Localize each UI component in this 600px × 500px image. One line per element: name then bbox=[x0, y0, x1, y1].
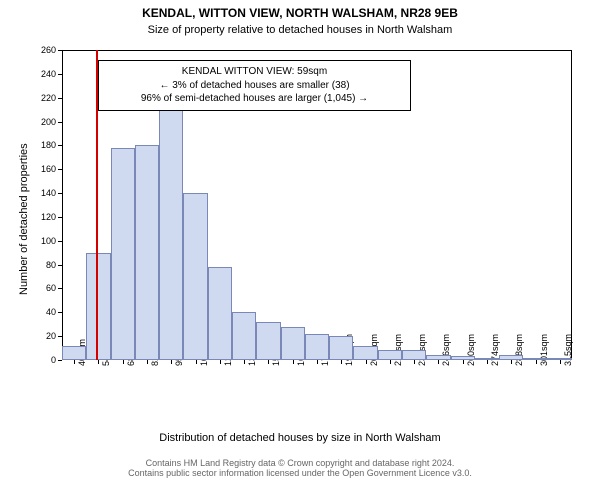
y-tick-mark bbox=[58, 241, 62, 242]
x-tick-mark bbox=[536, 360, 537, 364]
x-tick-mark bbox=[341, 360, 342, 364]
y-tick-label: 0 bbox=[51, 355, 56, 365]
y-tick-mark bbox=[58, 312, 62, 313]
y-tick-label: 100 bbox=[41, 236, 56, 246]
annotation-line1: KENDAL WITTON VIEW: 59sqm bbox=[107, 65, 402, 79]
x-tick-mark bbox=[196, 360, 197, 364]
y-tick-mark bbox=[58, 98, 62, 99]
y-tick-mark bbox=[58, 265, 62, 266]
y-tick-mark bbox=[58, 360, 62, 361]
x-tick-mark bbox=[220, 360, 221, 364]
histogram-bar bbox=[378, 350, 402, 360]
histogram-bar bbox=[281, 327, 305, 360]
chart-container: KENDAL, WITTON VIEW, NORTH WALSHAM, NR28… bbox=[0, 0, 600, 500]
y-tick-label: 40 bbox=[46, 307, 56, 317]
y-tick-label: 140 bbox=[41, 188, 56, 198]
y-tick-mark bbox=[58, 217, 62, 218]
y-tick-mark bbox=[58, 122, 62, 123]
histogram-bar bbox=[256, 322, 280, 360]
x-tick-mark bbox=[147, 360, 148, 364]
x-tick-mark bbox=[293, 360, 294, 364]
histogram-bar bbox=[159, 110, 183, 360]
y-tick-label: 80 bbox=[46, 260, 56, 270]
histogram-bar bbox=[86, 253, 110, 360]
histogram-bar bbox=[475, 358, 499, 360]
x-axis-label: Distribution of detached houses by size … bbox=[0, 432, 600, 444]
y-tick-label: 240 bbox=[41, 69, 56, 79]
histogram-bar bbox=[499, 355, 523, 360]
histogram-bar bbox=[208, 267, 232, 360]
x-tick-mark bbox=[438, 360, 439, 364]
annotation-line3: 96% of semi-detached houses are larger (… bbox=[107, 92, 402, 106]
y-tick-label: 220 bbox=[41, 93, 56, 103]
y-tick-label: 120 bbox=[41, 212, 56, 222]
chart-title-line1: KENDAL, WITTON VIEW, NORTH WALSHAM, NR28… bbox=[0, 6, 600, 20]
x-tick-mark bbox=[414, 360, 415, 364]
y-tick-mark bbox=[58, 74, 62, 75]
x-tick-mark bbox=[487, 360, 488, 364]
y-axis-label: Number of detached properties bbox=[18, 143, 30, 295]
histogram-bar bbox=[232, 312, 256, 360]
annotation-box: KENDAL WITTON VIEW: 59sqm ← 3% of detach… bbox=[98, 60, 411, 111]
x-tick-label: 288sqm bbox=[514, 334, 524, 366]
y-tick-label: 60 bbox=[46, 283, 56, 293]
x-tick-mark bbox=[463, 360, 464, 364]
x-tick-mark bbox=[98, 360, 99, 364]
histogram-bar bbox=[451, 356, 475, 360]
y-tick-label: 160 bbox=[41, 164, 56, 174]
y-tick-mark bbox=[58, 336, 62, 337]
x-tick-mark bbox=[74, 360, 75, 364]
histogram-bar bbox=[62, 346, 86, 360]
x-tick-label: 315sqm bbox=[563, 334, 573, 366]
x-tick-label: 260sqm bbox=[466, 334, 476, 366]
footer-line1: Contains HM Land Registry data © Crown c… bbox=[0, 458, 600, 468]
x-tick-mark bbox=[244, 360, 245, 364]
annotation-line2: ← 3% of detached houses are smaller (38) bbox=[107, 79, 402, 93]
x-tick-mark bbox=[366, 360, 367, 364]
footer-text: Contains HM Land Registry data © Crown c… bbox=[0, 458, 600, 478]
x-tick-mark bbox=[317, 360, 318, 364]
y-tick-label: 260 bbox=[41, 45, 56, 55]
histogram-bar bbox=[329, 336, 353, 360]
histogram-bar bbox=[135, 145, 159, 360]
y-tick-mark bbox=[58, 169, 62, 170]
chart-title-line2: Size of property relative to detached ho… bbox=[0, 24, 600, 36]
x-tick-mark bbox=[123, 360, 124, 364]
x-tick-mark bbox=[390, 360, 391, 364]
histogram-bar bbox=[305, 334, 329, 360]
y-tick-label: 180 bbox=[41, 140, 56, 150]
histogram-bar bbox=[548, 358, 572, 360]
histogram-bar bbox=[111, 148, 135, 360]
y-tick-mark bbox=[58, 50, 62, 51]
histogram-bar bbox=[523, 358, 547, 360]
y-tick-label: 200 bbox=[41, 117, 56, 127]
y-tick-mark bbox=[58, 288, 62, 289]
x-tick-mark bbox=[268, 360, 269, 364]
footer-line2: Contains public sector information licen… bbox=[0, 468, 600, 478]
histogram-bar bbox=[426, 355, 450, 360]
x-tick-label: 301sqm bbox=[539, 334, 549, 366]
histogram-bar bbox=[183, 193, 207, 360]
histogram-bar bbox=[402, 350, 426, 360]
x-tick-label: 274sqm bbox=[490, 334, 500, 366]
x-tick-label: 246sqm bbox=[441, 334, 451, 366]
x-tick-mark bbox=[560, 360, 561, 364]
x-tick-mark bbox=[171, 360, 172, 364]
x-tick-mark bbox=[511, 360, 512, 364]
y-tick-label: 20 bbox=[46, 331, 56, 341]
y-tick-mark bbox=[58, 145, 62, 146]
y-tick-mark bbox=[58, 193, 62, 194]
histogram-bar bbox=[353, 346, 377, 360]
